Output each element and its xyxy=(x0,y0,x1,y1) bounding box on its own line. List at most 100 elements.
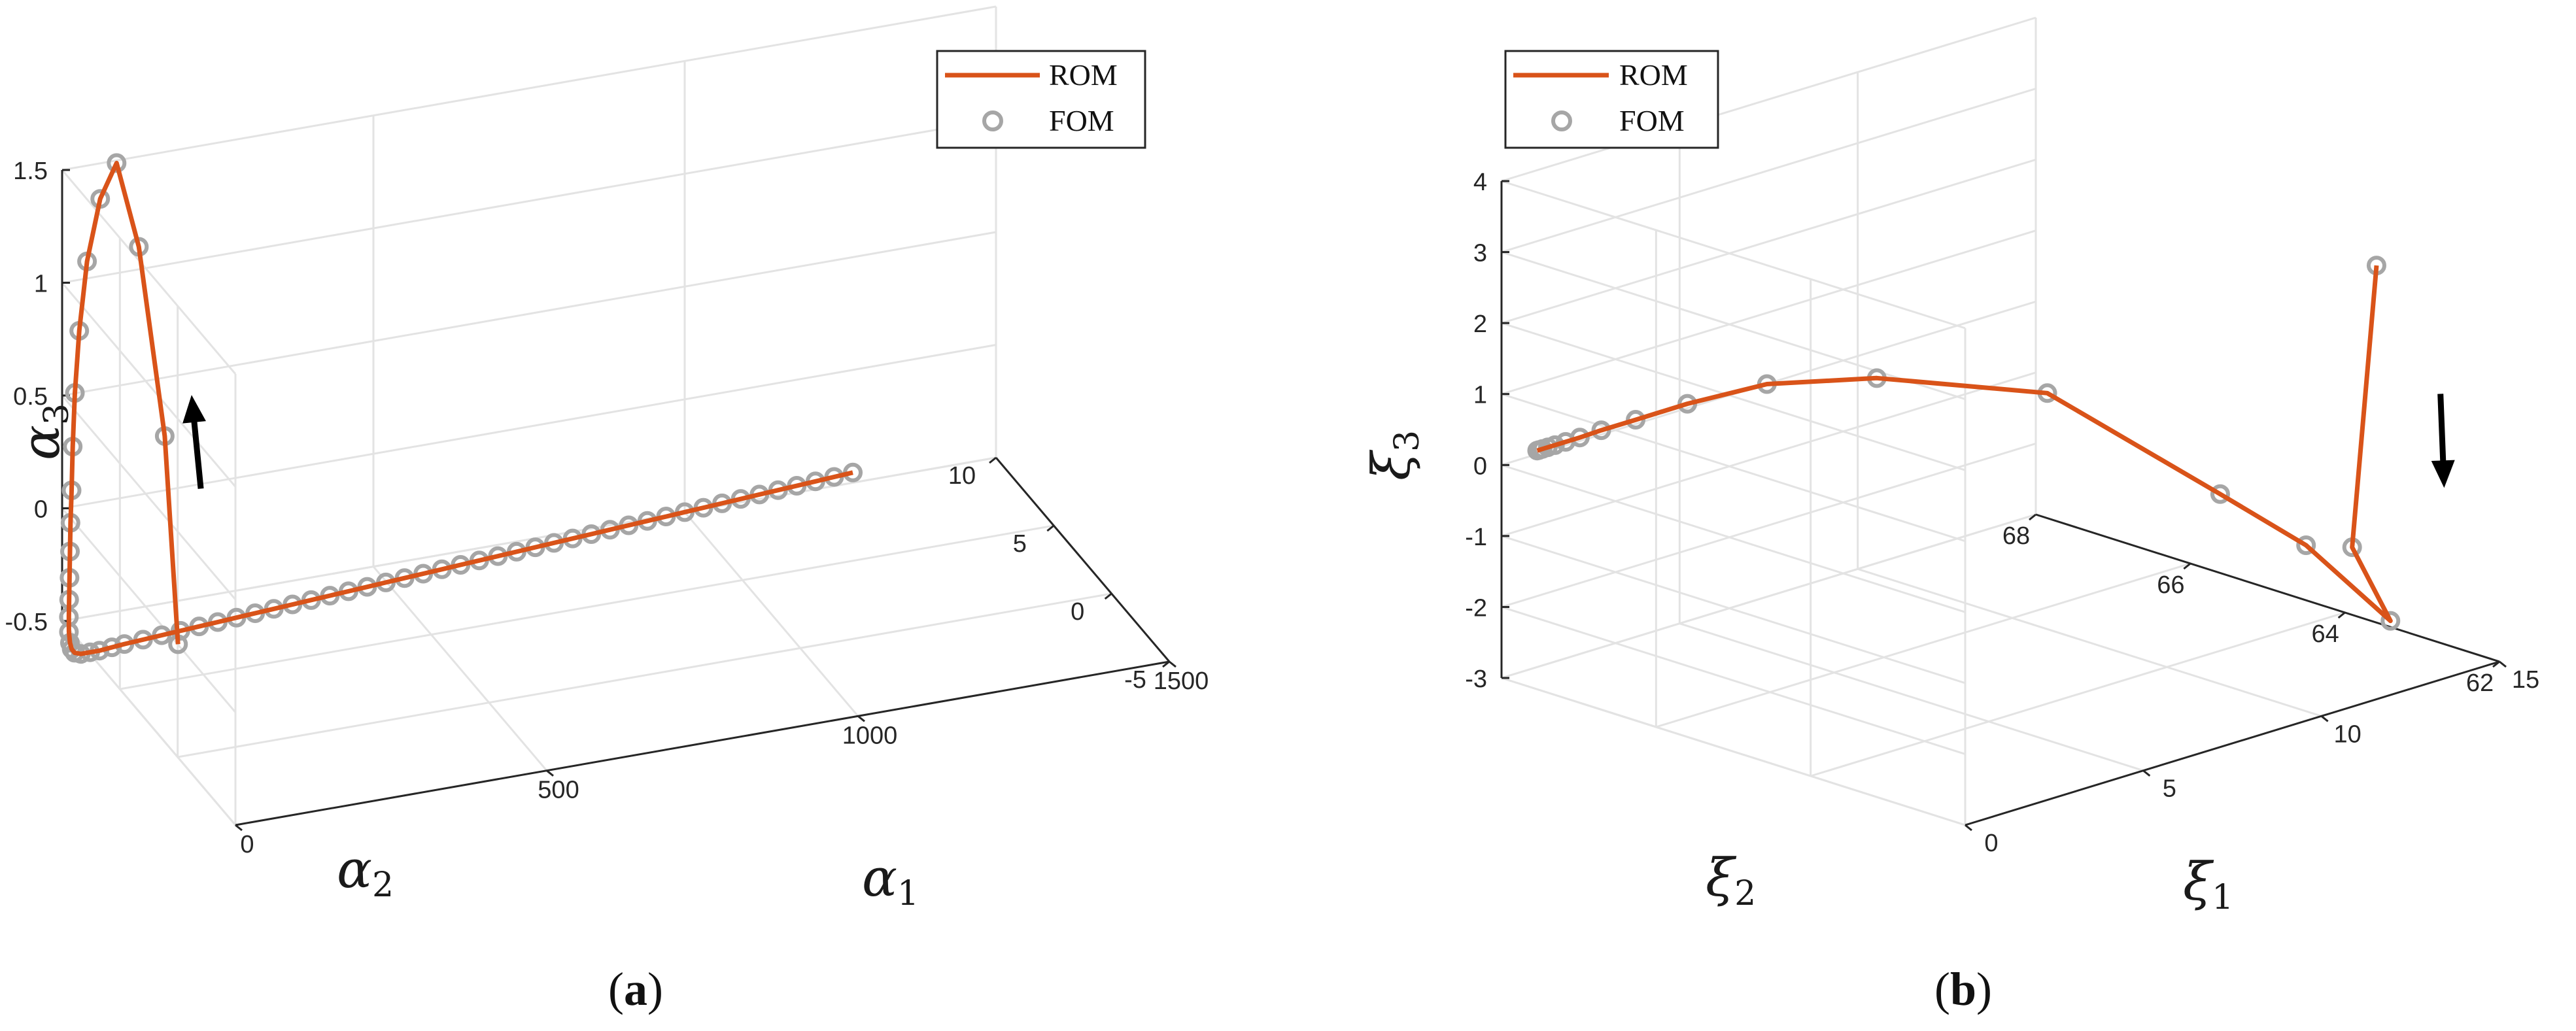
panel-b-fom-point xyxy=(2380,611,2401,631)
panel-b-grid-wally-horz xyxy=(1501,88,2036,254)
panel-a-grid-floor-x xyxy=(683,511,859,717)
panel-a-grid xyxy=(61,5,1171,826)
panel-b-legend: ROM FOM xyxy=(1504,50,1719,149)
panel-a-grid-wally-horz xyxy=(61,169,237,375)
panel-b-ztick-label: -2 xyxy=(1465,594,1487,622)
panel-a-grid-wallx-horz xyxy=(61,5,997,171)
panel-a-ytick-mark xyxy=(989,456,997,464)
panel-a-ztick-label: -0.5 xyxy=(5,609,48,636)
panel-a-xtick-mark xyxy=(235,824,243,832)
panel-b-grid-wally-horz xyxy=(1501,229,2036,396)
panel-a-ztick-label: 1.5 xyxy=(13,158,48,185)
panel-a-xtick-label: 1000 xyxy=(842,722,898,749)
panel-b-grid-wally-horz xyxy=(1501,16,2036,182)
panel-b-grid-wallx-horz xyxy=(1501,535,1966,685)
panel-b-xlabel: ξ1 xyxy=(2183,851,2233,917)
panel-b-zlabel: ξ3 xyxy=(1361,430,1427,481)
panel-b-ztick-label: 4 xyxy=(1473,169,1487,196)
panel-a-ytick-mark xyxy=(1046,524,1055,532)
panel-b-fom-point xyxy=(1527,441,1547,461)
panel-b-grid-wallx-horz xyxy=(1501,677,1966,826)
panel-b-grid-floor-x xyxy=(1810,611,2346,777)
panel-b-grid-wallx-horz xyxy=(1501,322,1966,471)
panel-b-ztick-label: 0 xyxy=(1473,452,1487,480)
panel-b-grid-wallx-horz xyxy=(1501,393,1966,543)
panel-b-grid-wallx-horz xyxy=(1501,251,1966,401)
panel-a-legend: ROM FOM xyxy=(936,50,1146,149)
panel-b-ytick-label: 15 xyxy=(2512,666,2539,694)
panel-b-arrow-head xyxy=(2431,460,2455,488)
panel-a-ytick-label: 0 xyxy=(1071,598,1084,626)
panel-a-ylabel: α2 xyxy=(337,839,394,905)
panel-b-ticks: 62 64 66 68 0 5 10 15 -3 -2 -1 0 1 2 3 4 xyxy=(1465,169,2539,857)
panel-b-grid-floor-y xyxy=(1857,567,2322,717)
panel-b-y-axis xyxy=(1965,660,2500,826)
panel-a-legend-box xyxy=(936,50,1146,149)
panel-a-zlabel: α3 xyxy=(10,403,77,460)
panel-b-ytick-mark xyxy=(2320,715,2329,722)
panel-a-ytick-label: 10 xyxy=(948,462,976,490)
panel-b-ztick-label: -1 xyxy=(1465,524,1487,551)
panel-a-arrow xyxy=(182,395,206,489)
panel-b-grid-wally-horz xyxy=(1501,158,2036,324)
panel-b-grid-floor-y xyxy=(1679,622,2144,772)
panel-a-grid-wally-horz xyxy=(61,395,237,600)
panel-b-xtick-mark xyxy=(2029,513,2036,521)
panel-a-fom-markers xyxy=(59,153,863,664)
panel-b-xtick-label: 66 xyxy=(2157,571,2184,599)
panel-a-grid-wallx-horz xyxy=(61,344,997,509)
panel-b-ytick-label: 0 xyxy=(1984,830,1998,857)
panel-a-legend-fom-swatch xyxy=(982,110,1003,131)
panel-b-xtick-mark xyxy=(2492,660,2500,668)
panel-b-grid-wally-horz xyxy=(1501,442,2036,608)
panel-a-xtick-mark xyxy=(1169,660,1176,668)
panel-b-grid-wallx-horz xyxy=(1501,464,1966,613)
panel-a-grid-wally-horz xyxy=(61,507,237,713)
panel-b-xtick-label: 68 xyxy=(2002,522,2030,550)
panel-a-grid-floor-x xyxy=(372,566,548,771)
panel-b-grid-wally-horz xyxy=(1501,513,2036,679)
panel-a-grid-floor-y xyxy=(120,524,1054,690)
panel-b-caption: (b) xyxy=(1934,963,1992,1015)
panel-b-legend-box xyxy=(1504,50,1719,149)
panel-a-xtick-mark xyxy=(546,769,554,777)
panel-b-ytick-mark xyxy=(2142,769,2151,777)
panel-a-rom-line xyxy=(66,160,853,656)
panel-a-ztick-label: 0.5 xyxy=(13,383,48,411)
panel-a-grid-wallx-horz xyxy=(61,118,997,284)
panel-a-legend-rom-label: ROM xyxy=(1049,58,1118,92)
panel-b-legend-rom-label: ROM xyxy=(1619,58,1688,92)
panel-b-grid-wallx-horz xyxy=(1501,180,1966,330)
panel-b-fom-point xyxy=(2296,535,2316,556)
panel-a-xlabel: α1 xyxy=(862,847,919,913)
panel-a-grid-wally-horz xyxy=(61,282,237,488)
panel-a-ytick-label: 5 xyxy=(1013,530,1027,558)
panel-b-grid-wally-horz xyxy=(1501,371,2036,537)
panel-b-ztick-label: 3 xyxy=(1473,240,1487,267)
panel-a-caption: (a) xyxy=(608,963,663,1015)
panel-b-ytick-mark xyxy=(1965,824,1972,832)
panel-a-xtick-label: 500 xyxy=(538,777,579,804)
panel-a-ytick-label: -5 xyxy=(1124,666,1146,694)
panel-b-xtick-mark xyxy=(2337,611,2346,619)
panel-b-ztick-label: 2 xyxy=(1473,311,1487,338)
panel-a-ztick-label: 1 xyxy=(34,271,48,298)
panel-a-ytick-mark xyxy=(1162,660,1170,668)
panel-a-grid-wallx-horz xyxy=(61,456,997,622)
panel-a-xtick-mark xyxy=(857,715,865,722)
panel-b-arrow xyxy=(2431,394,2455,488)
panel-b-fom-markers xyxy=(1527,256,2401,631)
panel-a-axes xyxy=(61,170,1171,826)
panel-a-ticks: 0 500 1000 1500 -5 0 5 10 -0.5 0 0.5 1 1.5 xyxy=(5,158,1209,858)
panel-b-ylabel: ξ2 xyxy=(1706,847,1756,913)
panel-b-ytick-label: 10 xyxy=(2334,720,2361,748)
panel-a-xtick-label: 0 xyxy=(240,831,254,858)
panel-a-xtick-label: 1500 xyxy=(1154,668,1209,695)
panel-b-fom-point xyxy=(1626,410,1646,430)
panel-a-grid-floor-y xyxy=(177,592,1112,758)
panel-a-legend-fom-label: FOM xyxy=(1049,104,1114,137)
panel-a-grid-wallx-horz xyxy=(61,231,997,397)
panel-b-fom-point xyxy=(2210,484,2230,504)
